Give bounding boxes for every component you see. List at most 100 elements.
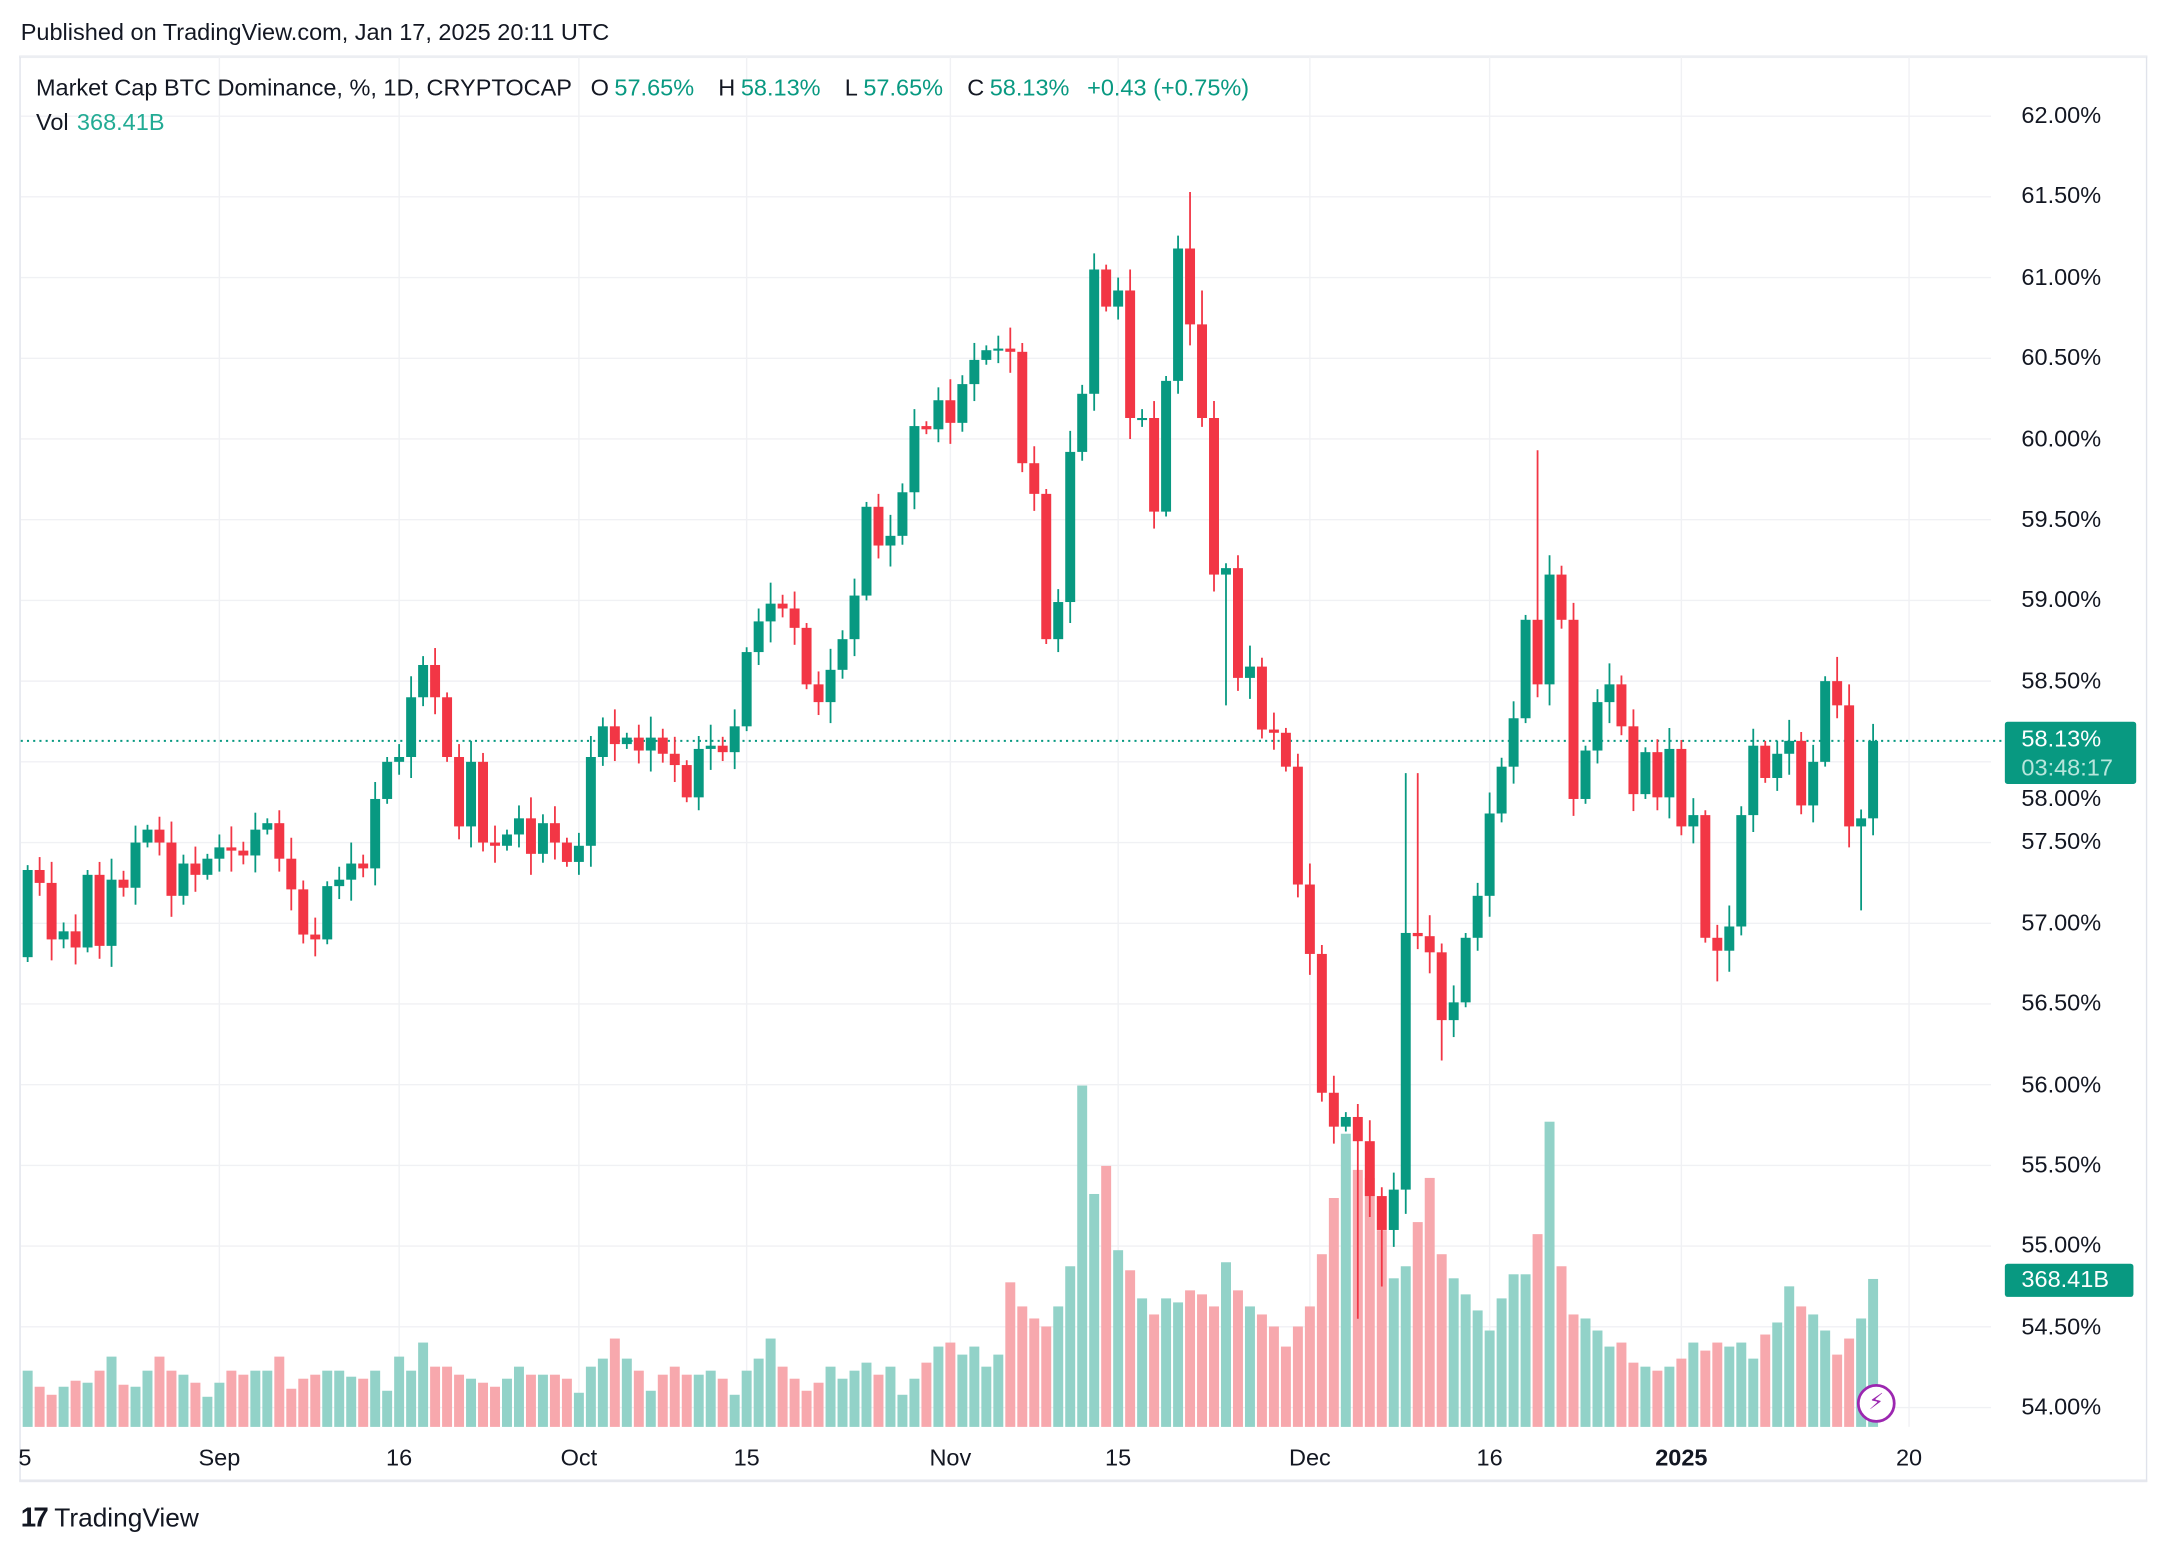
volume-bar (957, 1354, 968, 1427)
candle-down (1712, 937, 1723, 951)
volume-bar (370, 1370, 381, 1427)
candle-down (298, 889, 309, 935)
volume-label[interactable]: Vol (35, 109, 69, 136)
candle-down (1628, 726, 1639, 795)
candle-up (130, 842, 141, 888)
volume-bar (849, 1370, 860, 1427)
candle-down (1280, 732, 1291, 767)
volume-bar (382, 1390, 393, 1427)
volume-bar (1856, 1318, 1867, 1427)
candle-down (94, 874, 105, 946)
candle-up (1400, 932, 1411, 1190)
candle-up (22, 869, 33, 958)
volume-bar (1125, 1270, 1136, 1427)
candle-up (1520, 619, 1531, 719)
last-price-value: 58.13% (2021, 725, 2102, 753)
candle-down (430, 664, 441, 698)
candle-down (274, 823, 285, 859)
candle-down (1700, 815, 1711, 938)
candle-up (394, 756, 405, 762)
volume-bar (1736, 1342, 1747, 1427)
candle-down (717, 745, 728, 753)
volume-bar (154, 1356, 165, 1427)
volume-bar (238, 1374, 249, 1427)
volume-bar (1472, 1310, 1483, 1427)
candle-up (537, 823, 548, 854)
candle-down (873, 506, 884, 546)
volume-bar (1101, 1165, 1112, 1427)
close-label: C (967, 74, 985, 101)
volume-bar (130, 1386, 141, 1427)
candle-up (1820, 681, 1831, 762)
candle-down (118, 879, 129, 888)
candle-up (214, 847, 225, 859)
candle-up (1388, 1189, 1399, 1230)
volume-bar (358, 1378, 369, 1427)
volume-bar (645, 1390, 656, 1427)
volume-bar (178, 1374, 189, 1427)
lightning-icon[interactable]: ⚡︎ (1856, 1384, 1896, 1423)
volume-bar (741, 1370, 752, 1427)
price-tick-label: 57.00% (2021, 909, 2102, 936)
volume-bar (1604, 1346, 1615, 1427)
volume-bar (573, 1392, 584, 1427)
price-tick-label: 62.00% (2021, 102, 2102, 129)
candle-up (585, 756, 596, 846)
candle-down (226, 847, 237, 851)
candle-down (1041, 493, 1052, 640)
candle-up (1089, 269, 1100, 394)
candle-up (1508, 718, 1519, 767)
candle-down (166, 842, 177, 896)
candle-down (549, 823, 560, 843)
candle-down (561, 842, 572, 862)
candle-down (1436, 952, 1447, 1021)
candle-down (1328, 1092, 1339, 1127)
candle-up (1664, 748, 1675, 798)
volume-bar (633, 1370, 644, 1427)
close-value: 58.13% (989, 74, 1070, 101)
price-tick-label: 60.00% (2021, 425, 2102, 452)
volume-bar (1149, 1314, 1160, 1427)
candle-up (1784, 740, 1795, 754)
candle-up (1053, 602, 1064, 640)
volume-bar (70, 1380, 81, 1427)
candle-up (837, 639, 848, 670)
candle-down (1424, 936, 1435, 953)
candle-up (250, 829, 261, 856)
volume-bar (82, 1382, 93, 1427)
volume-bar (657, 1374, 668, 1427)
candle-up (58, 931, 69, 940)
symbol-title[interactable]: Market Cap BTC Dominance, %, 1D, CRYPTOC… (35, 74, 572, 101)
volume-bar (478, 1382, 489, 1427)
volume-bar (1484, 1330, 1495, 1427)
price-tick-label: 54.50% (2021, 1312, 2102, 1340)
volume-bar (1041, 1326, 1052, 1427)
candle-down (1844, 705, 1855, 827)
candle-up (178, 863, 189, 896)
candle-up (861, 506, 872, 596)
volume-bar (1616, 1342, 1627, 1427)
candle-down (813, 684, 824, 703)
candle-up (1484, 813, 1495, 896)
candle-down (286, 858, 297, 890)
last-price-label: 58.13% 03:48:17 (2004, 721, 2137, 784)
volume-bar (1161, 1298, 1172, 1427)
candle-down (358, 863, 369, 869)
volume-bar (430, 1366, 441, 1427)
volume-bar (921, 1362, 932, 1427)
candle-up (693, 748, 704, 798)
volume-bar (945, 1342, 956, 1427)
volume-bar (789, 1378, 800, 1427)
volume-bar (693, 1374, 704, 1427)
tradingview-logo[interactable]: 17 TradingView (21, 1503, 199, 1535)
volume-bar (58, 1386, 69, 1427)
volume-bar (1400, 1266, 1411, 1427)
candle-up (969, 359, 980, 385)
volume-bar (1197, 1294, 1208, 1427)
candle-down (669, 753, 680, 766)
high-label: H (718, 74, 736, 101)
candle-up (741, 652, 752, 727)
candle-up (765, 603, 776, 622)
volume-bar (262, 1370, 273, 1427)
